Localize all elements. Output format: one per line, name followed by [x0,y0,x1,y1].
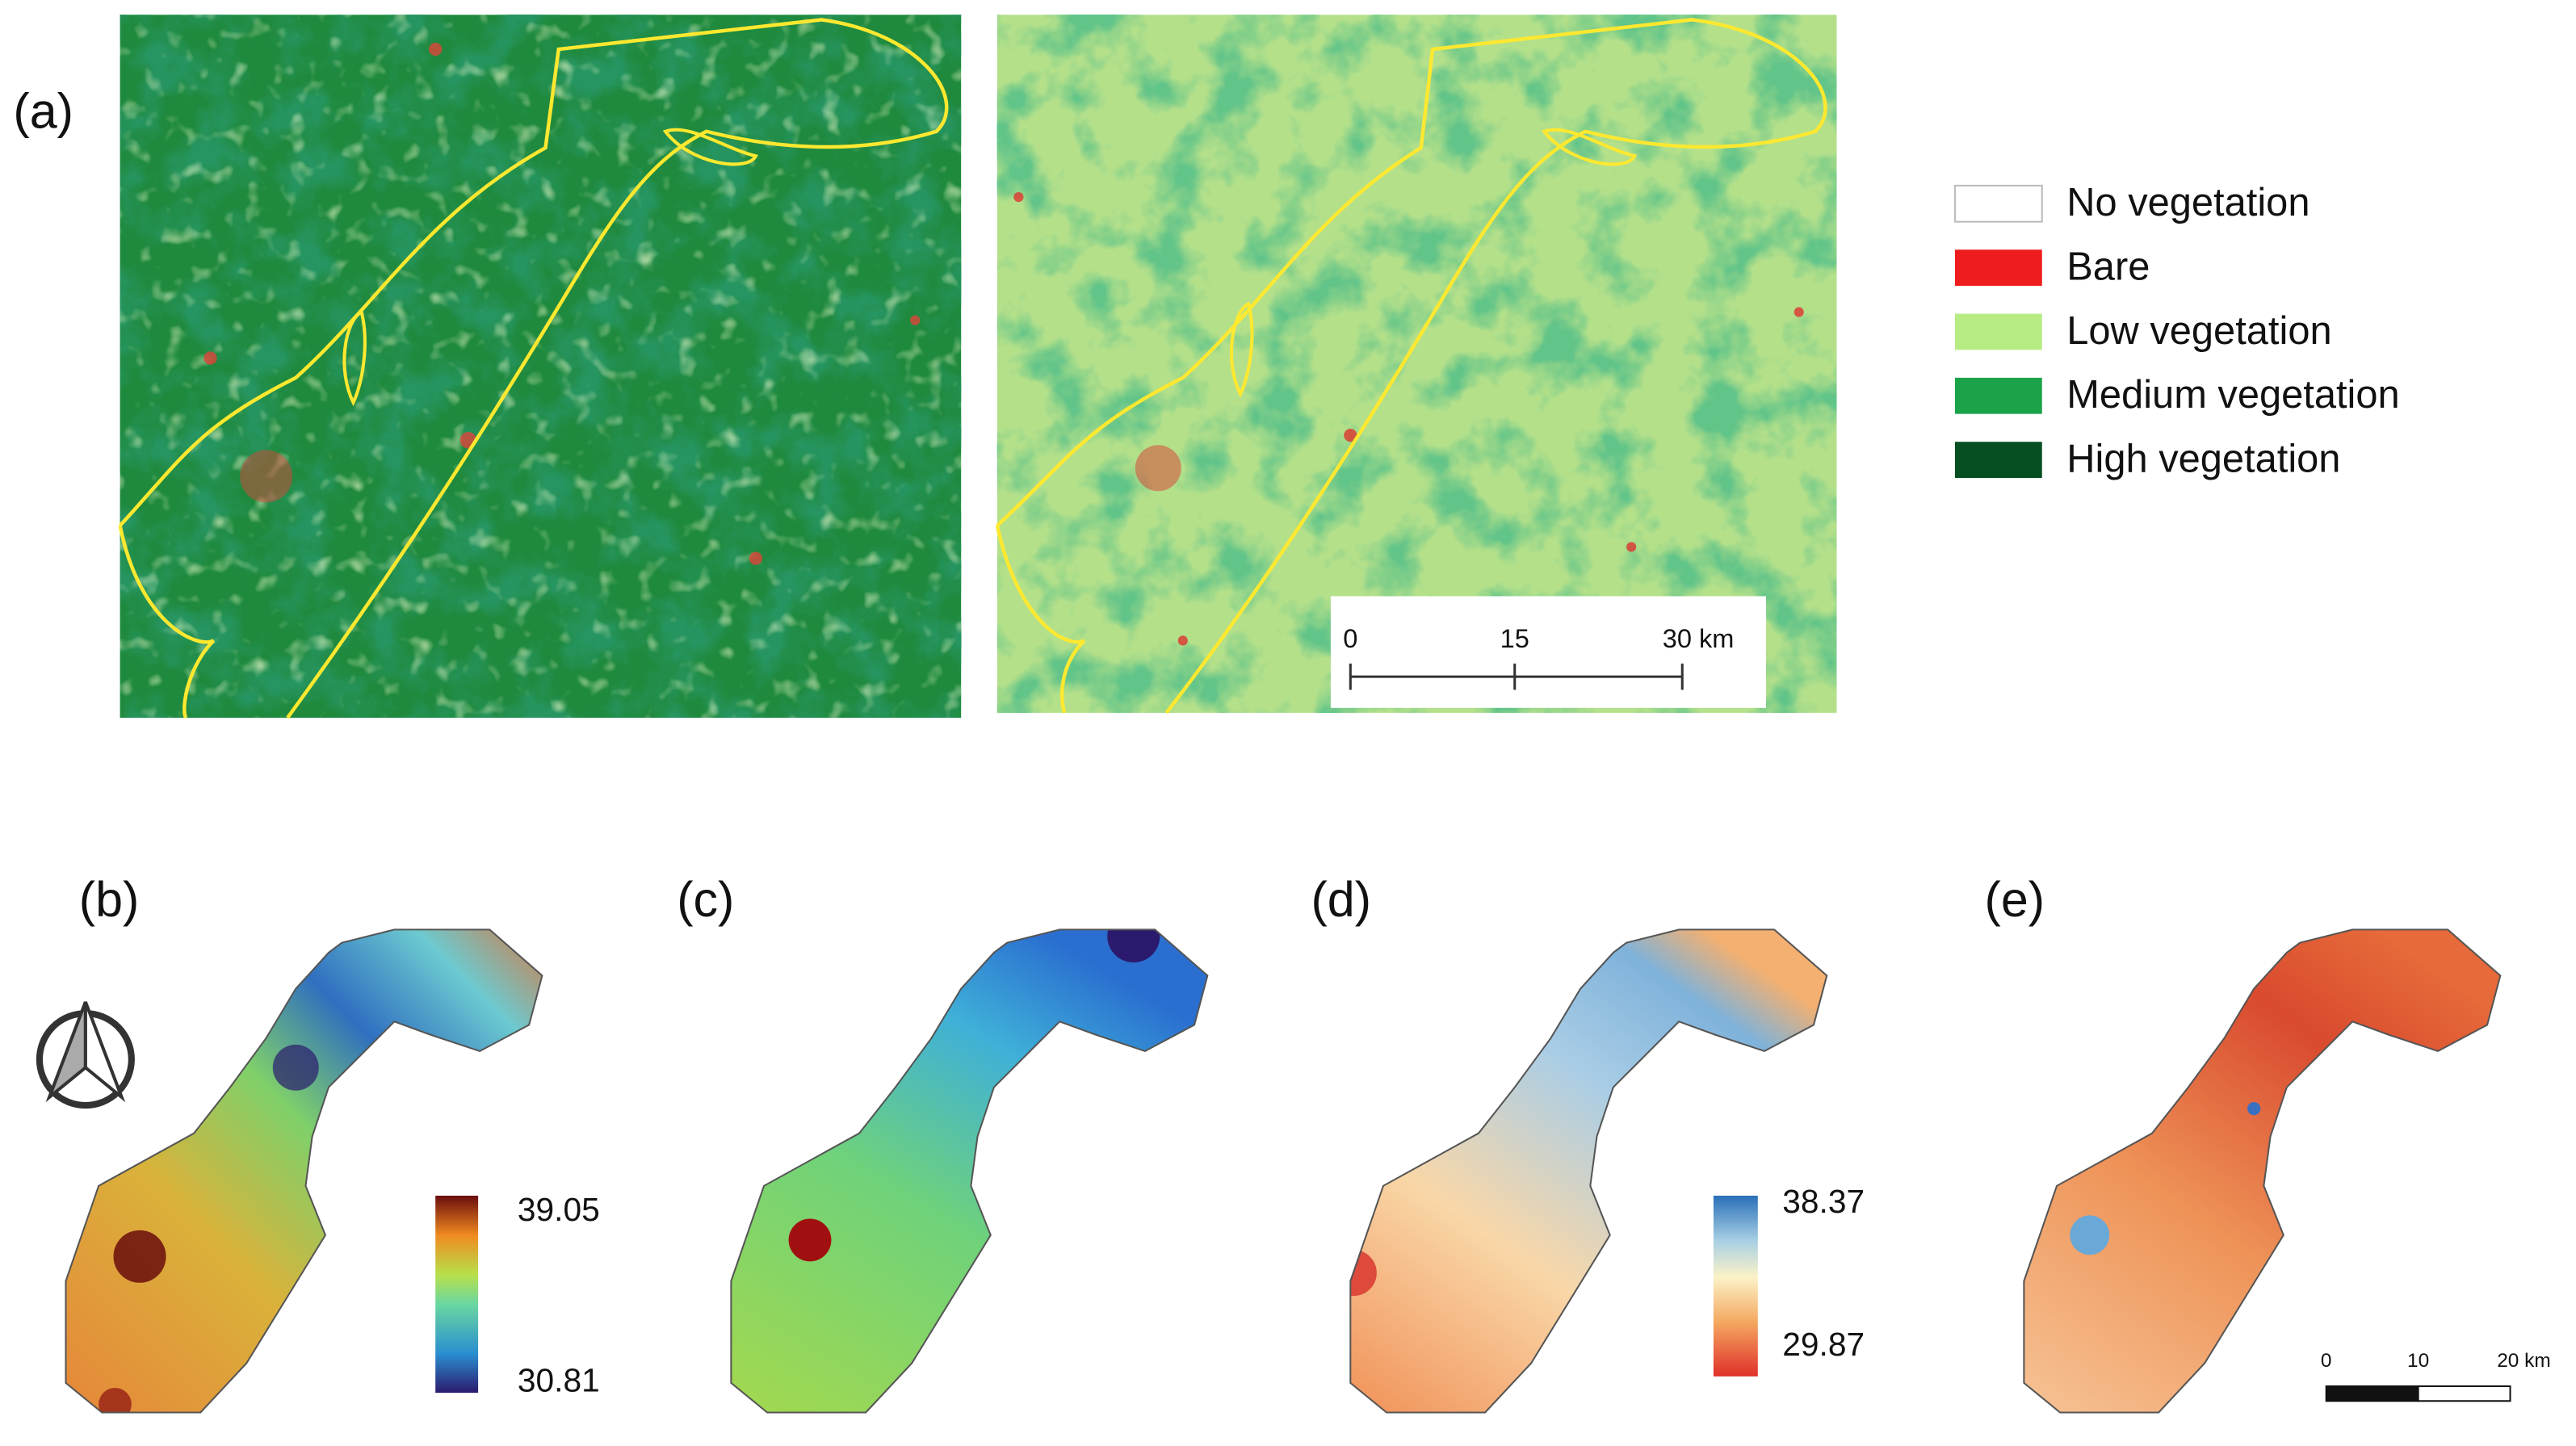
map-left [118,15,962,719]
panel-label: (c) [677,872,734,927]
scale-label: 10 [2407,1350,2429,1372]
colorbar-min: 30.81 [518,1362,600,1399]
colorbar-min: 29.87 [1782,1326,1865,1363]
scale-label: 0 [2321,1350,2332,1372]
scale-label: 0 [1343,624,1357,653]
scale-label: 20 km [2497,1350,2550,1372]
legend-entry: Low vegetation [2066,309,2331,353]
panel-label: (a) [13,84,73,139]
map-e [2023,928,2502,1414]
map-c [730,928,1209,1414]
panel-label: (e) [1985,872,2045,927]
colorbar-max: 38.37 [1782,1183,1865,1220]
scale-bar: 0 10 20 km [2321,1350,2551,1402]
legend-entry: No vegetation [2066,181,2310,224]
scale-bar: 0 15 30 km [1330,596,1766,708]
legend: No vegetation Bare Low vegetation Medium… [1953,181,2400,481]
colorbar: 39.05 30.81 [435,1191,600,1399]
north-arrow [36,1001,135,1109]
map-b [65,928,543,1414]
legend-entry: High vegetation [2066,438,2340,481]
legend-entry: Medium vegetation [2066,373,2399,417]
colorbar: 38.37 29.87 [1713,1183,1865,1377]
panel-label: (d) [1311,872,1371,927]
legend-entry: Bare [2066,245,2150,289]
scale-label: 30 km [1663,624,1735,653]
map-right: 0 15 30 km [995,15,1837,715]
panel-label: (b) [79,872,140,927]
scale-label: 15 [1500,624,1529,653]
map-d [1349,928,1828,1414]
colorbar-max: 39.05 [518,1191,600,1228]
